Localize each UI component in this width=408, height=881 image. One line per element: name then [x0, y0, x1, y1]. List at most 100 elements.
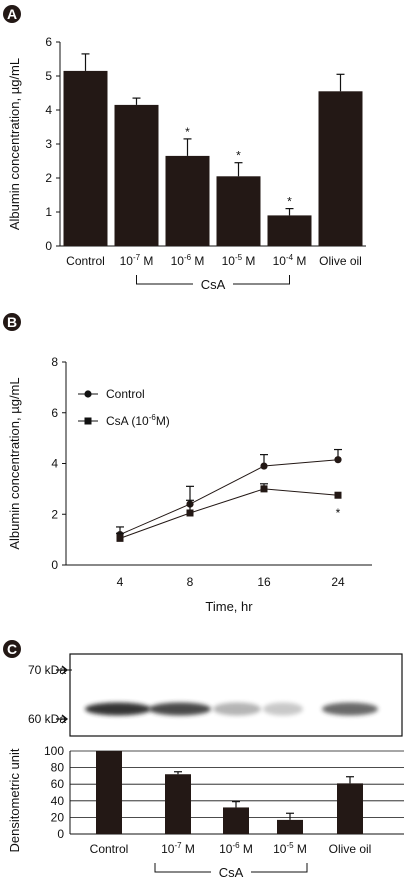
legend-marker-square	[84, 417, 92, 425]
panel-a-x-tick-label: 10-5 M	[222, 253, 256, 268]
panel-c-error-bar	[174, 771, 182, 775]
panel-c-x-tick-label: 10-5 M	[273, 841, 307, 856]
panel-letter-c: C	[7, 641, 17, 657]
legend-marker-circle	[84, 390, 92, 398]
panel-c-bar	[165, 774, 191, 834]
blot-band	[263, 702, 303, 716]
panel-c-x-tick-label: 10-7 M	[161, 841, 195, 856]
marker-arrow-icon	[56, 665, 69, 675]
panel-a-error-bar	[183, 138, 192, 156]
panel-a-y-tick-label: 1	[45, 205, 52, 219]
panel-a-significance-mark: *	[287, 195, 292, 209]
blot-marker-70kda: 70 kDa	[28, 663, 66, 677]
panel-a-x-tick-label: 10-7 M	[120, 253, 154, 268]
panel-c-bar	[277, 819, 303, 834]
panel-a-y-tick-label: 6	[45, 35, 52, 49]
panel-c-bar	[96, 751, 122, 834]
panel-a-y-tick-label: 3	[45, 137, 52, 151]
blot-band	[322, 702, 378, 716]
panel-b-significance-mark: *	[336, 506, 341, 520]
panel-a-error-bar	[132, 97, 141, 105]
panel-badge-b	[3, 313, 21, 331]
panel-b-x-tick-label: 8	[187, 575, 194, 589]
panel-badge-a	[3, 5, 21, 23]
panel-letter-b: B	[7, 314, 17, 330]
panel-a-x-tick-label: Control	[66, 254, 105, 268]
panel-label-c: C	[3, 640, 21, 658]
panel-c-x-tick-label: Control	[90, 842, 129, 856]
panel-c-group-label: CsA	[219, 865, 244, 880]
panel-a-y-tick-label: 2	[45, 171, 52, 185]
panel-b-legend: Control CsA (10-6M)	[78, 387, 170, 428]
panel-c-chart: C 70 kDa 60 kDa 0 20 40 60 80 100 Control 10-7 M 10…	[3, 640, 404, 880]
panel-b-y-axis-label: Albumin concentration, µg/mL	[7, 377, 22, 549]
panel-a-error-bar	[234, 162, 243, 177]
blot-band	[149, 702, 211, 716]
panel-a-y-tick-label: 5	[45, 69, 52, 83]
panel-a-bar	[267, 215, 312, 246]
panel-a-x-tick-label: Olive oil	[319, 254, 362, 268]
panel-label-b: B	[3, 313, 21, 331]
panel-a-bar	[114, 104, 159, 247]
panel-b-point-square	[186, 509, 194, 517]
panel-b-x-tick-label: 4	[117, 575, 124, 589]
legend-label-csa: CsA (10-6M)	[106, 413, 170, 428]
panel-c-y-tick-label: 80	[51, 761, 65, 775]
panel-b-series-line	[119, 488, 339, 539]
panel-a-error-bar	[81, 53, 90, 71]
panel-b-y-tick-label: 2	[51, 507, 58, 521]
panel-b-x-tick-label: 16	[257, 575, 271, 589]
panel-a-y-tick-label: 4	[45, 103, 52, 117]
panel-b-point-circle	[260, 462, 268, 470]
marker-arrow-icon	[56, 714, 69, 724]
panel-label-a: A	[3, 5, 21, 23]
panel-b-y-tick-label: 6	[51, 406, 58, 420]
panel-a-bar	[318, 91, 363, 246]
panel-b-y-tick-label: 0	[51, 558, 58, 572]
panel-c-y-axis-label: Densitometric unit	[7, 748, 22, 852]
panel-c-bar	[223, 807, 249, 834]
panel-b-point-circle	[334, 456, 342, 464]
panel-c-group-bracket	[154, 863, 308, 873]
panel-b-y-tick-label: 8	[51, 355, 58, 369]
blot-frame	[69, 653, 403, 737]
panel-a-group-bracket	[136, 275, 290, 285]
western-blot-image	[69, 653, 403, 737]
panel-c-bar	[337, 783, 363, 834]
panel-a-error-bar	[336, 73, 345, 92]
blot-band	[213, 702, 261, 716]
panel-a-significance-mark: *	[236, 149, 241, 163]
panel-badge-c	[3, 640, 21, 658]
panel-c-error-bar	[286, 812, 294, 820]
blot-marker-60kda: 60 kDa	[28, 712, 66, 726]
panel-a-chart: A 0 1 2 3 4 5 6 Control 10-7 M * 10-6 M * 10-5 M * 10-4…	[3, 5, 366, 292]
panel-c-error-bar	[232, 801, 240, 808]
panel-a-significance-mark: *	[185, 125, 190, 139]
panel-b-point-square	[334, 491, 342, 499]
panel-b-point-square	[260, 485, 268, 493]
panel-c-y-tick-label: 60	[51, 777, 65, 791]
panel-c-error-bar	[346, 776, 354, 784]
panel-a-bar	[216, 176, 261, 246]
panel-c-x-tick-label: Olive oil	[329, 842, 372, 856]
panel-b-x-axis-label: Time, hr	[205, 599, 253, 614]
panel-c-y-tick-label: 40	[51, 794, 65, 808]
panel-a-group-label: CsA	[201, 277, 226, 292]
panel-b-x-tick-label: 24	[331, 575, 345, 589]
panel-b-series-line	[119, 459, 339, 536]
panel-b-y-tick-label: 4	[51, 457, 58, 471]
panel-c-x-tick-label: 10-6 M	[219, 841, 253, 856]
legend-label-control: Control	[106, 387, 145, 401]
panel-c-y-tick-label: 0	[57, 827, 64, 841]
panel-a-y-axis-label: Albumin concentration, µg/mL	[7, 58, 22, 230]
panel-c-y-tick-label: 20	[51, 810, 65, 824]
panel-letter-a: A	[7, 6, 17, 22]
panel-b-point-square	[116, 534, 124, 542]
blot-band	[85, 702, 151, 716]
panel-a-error-bar	[285, 208, 294, 216]
panel-a-x-tick-label: 10-6 M	[171, 253, 205, 268]
panel-a-bar	[165, 155, 210, 246]
panel-a-bar	[63, 70, 108, 247]
